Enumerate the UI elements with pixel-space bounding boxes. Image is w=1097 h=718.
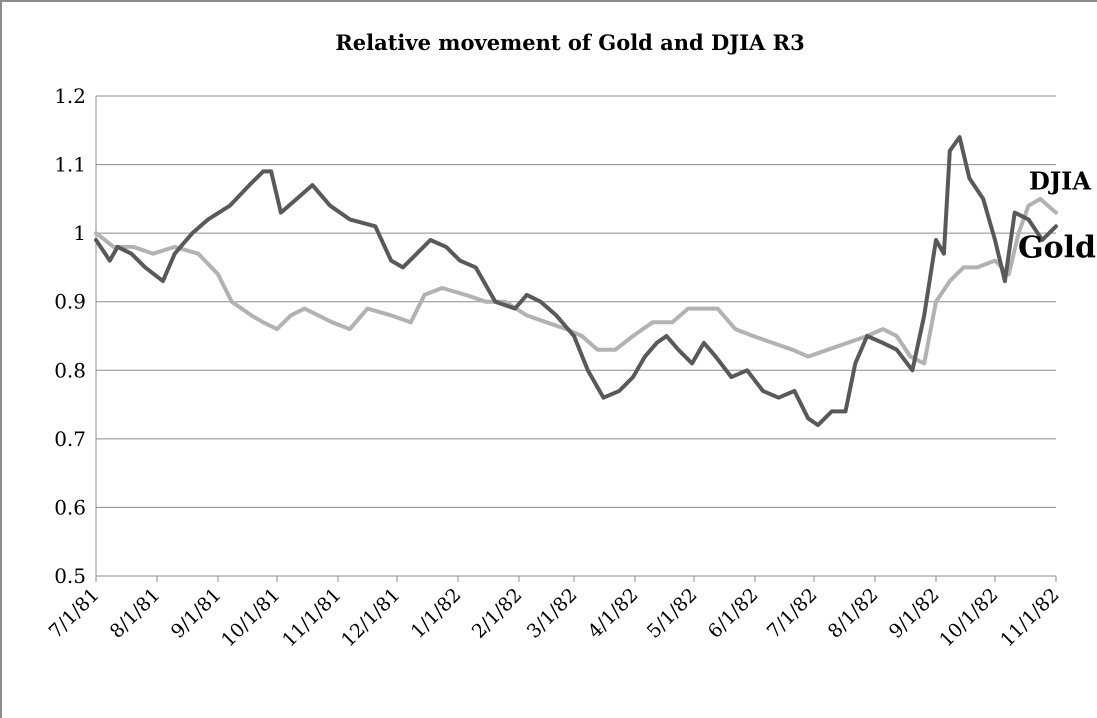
x-tick-label: 11/1/81 [278, 584, 345, 651]
y-tick-label: 0.6 [54, 495, 86, 519]
x-tick-label: 1/1/82 [407, 584, 466, 643]
chart-title: Relative movement of Gold and DJIA R3 [335, 30, 804, 55]
x-tick-label: 4/1/82 [584, 584, 643, 643]
y-tick-label: 0.7 [54, 427, 86, 451]
series-line-gold [94, 135, 1058, 428]
gridlines [95, 95, 1056, 577]
x-tick-label: 10/1/81 [217, 584, 284, 651]
x-tick-label: 5/1/82 [643, 584, 702, 643]
x-tick-label: 9/1/81 [167, 584, 226, 643]
x-tick-label: 7/1/81 [45, 584, 104, 643]
x-tick-label: 7/1/82 [763, 584, 822, 643]
y-tick-label: 1.2 [54, 84, 86, 108]
y-axis-ticks: 0.5 0.6 0.7 0.8 0.9 1 1.1 1.2 [54, 84, 86, 588]
x-tick-label: 2/1/82 [468, 584, 527, 643]
y-tick-label: 1.1 [54, 153, 86, 177]
y-tick-label: 0.9 [54, 290, 86, 314]
x-tick-label: 8/1/81 [106, 584, 165, 643]
x-tick-label: 8/1/82 [824, 584, 883, 643]
x-tick-label: 6/1/82 [704, 584, 763, 643]
series-lines [94, 135, 1058, 428]
x-tick-label: 9/1/82 [885, 584, 944, 643]
y-tick-label: 0.8 [54, 358, 86, 382]
series-label-gold: Gold [1018, 230, 1096, 265]
x-tick-label: 11/1/82 [996, 584, 1063, 651]
y-tick-label: 0.5 [54, 564, 86, 588]
series-annotations: DJIA Gold [1018, 167, 1096, 266]
series-line-djia [94, 196, 1058, 366]
series-label-djia: DJIA [1029, 167, 1091, 196]
x-tick-label: 12/1/81 [337, 584, 404, 651]
y-tick-label: 1 [73, 221, 86, 245]
x-tick-label: 10/1/82 [935, 584, 1002, 651]
x-tick-label: 3/1/82 [523, 584, 582, 643]
